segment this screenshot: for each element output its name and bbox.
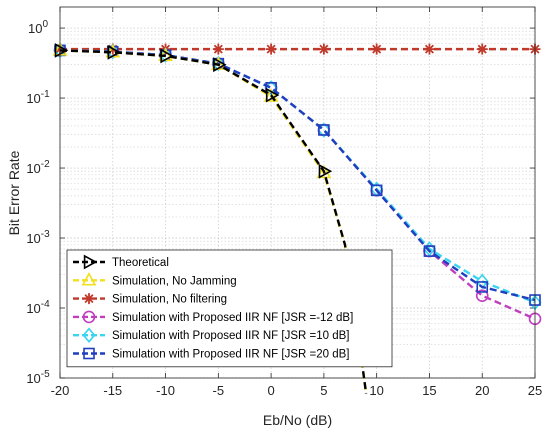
- legend-label: Simulation, No Jamming: [112, 275, 237, 287]
- data-point-asterisk: [318, 43, 330, 55]
- legend-label: Theoretical: [112, 257, 169, 269]
- data-point-triangle-right: [213, 57, 227, 73]
- legend-item: Theoretical: [73, 254, 169, 270]
- x-tick-label: -5: [213, 383, 225, 398]
- y-tick-label: 10-4: [26, 299, 50, 316]
- data-point-asterisk: [371, 43, 383, 55]
- data-point-asterisk: [423, 43, 435, 55]
- legend-item: Simulation, No Jamming: [73, 272, 237, 287]
- data-point-triangle-right: [160, 48, 174, 64]
- x-tick-label: 20: [475, 383, 489, 398]
- legend-label: Simulation with Proposed IIR NF [JSR =10…: [112, 330, 349, 342]
- asterisk-stroke: [319, 44, 329, 54]
- series-line: [59, 49, 368, 394]
- data-point-square: [318, 124, 330, 136]
- x-tick-label: 25: [528, 383, 542, 398]
- x-tick-label: 0: [267, 383, 274, 398]
- data-point-diamond: [82, 327, 96, 343]
- data-point-triangle-up: [81, 272, 97, 286]
- data-point-square: [370, 184, 383, 197]
- data-point-circle: [82, 310, 96, 324]
- x-tick-label: -15: [103, 383, 122, 398]
- data-point-asterisk: [212, 43, 224, 55]
- asterisk-stroke: [266, 44, 276, 54]
- x-axis-ticks: -20 -15 -10 -5 0 5 10 15 20 25: [51, 7, 542, 398]
- legend-box: [66, 249, 393, 368]
- asterisk-stroke: [372, 44, 382, 54]
- y-tick-label: 10-5: [26, 369, 50, 386]
- legend: Theoretical Simulation, No Jamming Simulat…: [66, 249, 393, 368]
- x-axis-title: Eb/No (dB): [263, 412, 332, 428]
- data-point-triangle-right: [107, 44, 122, 60]
- y-tick-label: 100: [28, 19, 48, 36]
- asterisk-stroke: [424, 44, 434, 54]
- data-point-square: [265, 82, 277, 94]
- data-point-triangle-right: [265, 87, 280, 103]
- x-tick-label: 15: [422, 383, 436, 398]
- legend-item: Simulation with Proposed IIR NF [JSR =20…: [73, 347, 349, 361]
- legend-item: Simulation with Proposed IIR NF [JSR =10…: [73, 327, 349, 343]
- plot-frame: [59, 6, 536, 379]
- y-axis-ticks: 10-5 10-4 10-3 10-2 10-1 100: [26, 19, 535, 386]
- legend-label: Simulation with Proposed IIR NF [JSR =20…: [112, 349, 349, 361]
- data-point-square: [83, 347, 95, 360]
- y-tick-label: 10-2: [26, 159, 50, 176]
- x-tick-label: -20: [51, 383, 70, 398]
- x-tick-label: 5: [320, 383, 327, 398]
- data-point-square: [476, 281, 489, 293]
- asterisk-stroke: [477, 44, 487, 54]
- data-point-asterisk: [265, 43, 277, 55]
- x-tick-label: -10: [156, 383, 175, 398]
- asterisk-stroke: [213, 44, 223, 54]
- data-point-triangle-right: [318, 163, 333, 179]
- y-tick-label: 10-3: [26, 229, 50, 246]
- series-triangle-right: [54, 42, 368, 394]
- legend-item: Simulation, No filtering: [73, 293, 227, 306]
- asterisk-stroke: [84, 294, 94, 304]
- data-point-triangle-right: [83, 254, 98, 270]
- legend-label: Simulation, No filtering: [112, 294, 227, 306]
- x-tick-label: 10: [369, 383, 383, 398]
- data-point-triangle-right: [54, 42, 69, 58]
- data-point-asterisk: [83, 293, 95, 305]
- y-axis-title: Bit Error Rate: [6, 150, 22, 235]
- data-point-square: [423, 245, 436, 257]
- data-point-circle: [475, 289, 489, 302]
- legend-label: Simulation with Proposed IIR NF [JSR =-1…: [112, 312, 353, 324]
- data-point-asterisk: [476, 43, 488, 55]
- legend-item: Simulation with Proposed IIR NF [JSR =-1…: [73, 310, 353, 324]
- data-point-triangle-up: [263, 88, 279, 102]
- data-point-triangle-up: [316, 164, 332, 179]
- y-tick-label: 10-1: [26, 89, 50, 106]
